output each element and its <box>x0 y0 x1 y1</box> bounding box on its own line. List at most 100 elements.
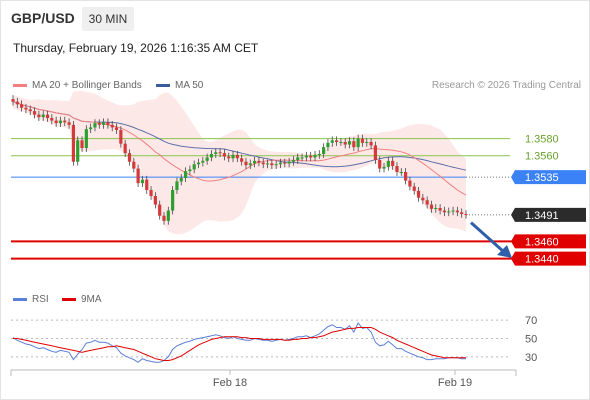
candle <box>265 163 270 165</box>
level-tag-1.3460 <box>511 234 586 249</box>
candle <box>304 155 308 158</box>
candle <box>347 141 352 145</box>
candle <box>162 215 166 221</box>
candle <box>369 142 373 146</box>
candle <box>192 164 196 170</box>
candle <box>67 122 71 125</box>
timeframe-badge[interactable]: 30 MIN <box>82 7 134 31</box>
candle <box>434 208 438 209</box>
candle <box>274 164 278 166</box>
candle <box>360 138 365 143</box>
candle <box>317 154 321 155</box>
rsi-swatch <box>13 297 27 301</box>
candle <box>214 152 218 154</box>
candle <box>171 190 175 211</box>
candle <box>218 152 222 154</box>
rsi-line <box>12 321 466 363</box>
candle <box>235 154 239 159</box>
candle <box>270 163 274 166</box>
candle <box>343 142 347 145</box>
candle <box>114 127 119 130</box>
rsi-tick-50: 50 <box>525 334 537 346</box>
candle <box>412 186 416 191</box>
legend-label-9ma: 9MA <box>81 294 102 305</box>
legend-label-ma20: MA 20 + Bollinger Bands <box>32 80 142 91</box>
candle <box>11 99 15 102</box>
candle <box>93 123 97 128</box>
candle <box>97 123 101 125</box>
candle <box>58 120 63 124</box>
candle <box>20 104 24 108</box>
candle <box>460 212 464 214</box>
candle <box>309 155 313 158</box>
candle <box>421 197 425 201</box>
rsi-9ma-line <box>13 327 466 361</box>
candle <box>240 158 244 162</box>
candle <box>451 210 455 212</box>
candle <box>106 122 110 125</box>
candle <box>205 157 209 161</box>
candle <box>32 111 37 115</box>
legend-rsi: RSI <box>13 294 49 305</box>
candle <box>442 210 447 213</box>
ma20-swatch <box>13 83 27 87</box>
candle <box>278 162 283 165</box>
candle <box>438 208 442 211</box>
candle <box>127 153 132 162</box>
candle <box>429 204 434 209</box>
candle <box>37 114 41 118</box>
candle <box>153 196 157 205</box>
level-label-1.3535: 1.3535 <box>525 172 559 184</box>
candle <box>145 179 149 190</box>
candle <box>54 120 58 124</box>
forecast-arrow-head <box>497 245 512 258</box>
candle <box>222 153 226 157</box>
forecast-arrow-shaft <box>470 221 505 254</box>
legend-label-rsi: RSI <box>32 294 49 305</box>
level-label-1.3440: 1.3440 <box>525 254 559 266</box>
candle <box>63 120 67 123</box>
candle <box>132 161 136 169</box>
candle <box>416 190 421 198</box>
level-tag-1.3440 <box>511 251 586 266</box>
copyright-note: Research © 2026 Trading Central <box>431 80 581 91</box>
level-tag-1.3535 <box>511 170 586 185</box>
candle <box>404 172 408 181</box>
candle <box>447 211 451 213</box>
candle <box>231 154 235 159</box>
candle <box>253 160 257 164</box>
candle <box>330 140 334 143</box>
candle <box>183 171 188 178</box>
candle <box>41 114 45 118</box>
candle <box>283 162 287 164</box>
candle <box>408 180 412 187</box>
candle <box>140 179 145 184</box>
candle <box>227 156 231 159</box>
current-price-label: 1.3491 <box>525 210 559 222</box>
candle <box>102 122 106 125</box>
candle <box>24 107 28 110</box>
legend-ma50: MA 50 <box>156 80 203 91</box>
legend-label-ma50: MA 50 <box>175 80 204 91</box>
candle <box>71 124 75 162</box>
candle <box>395 166 399 172</box>
candle <box>356 138 360 148</box>
x-tick-label-feb-18: Feb 18 <box>213 377 247 389</box>
candle <box>399 172 403 173</box>
candle <box>261 162 265 165</box>
candle <box>244 161 248 166</box>
candle <box>334 140 339 142</box>
candle <box>196 162 201 165</box>
candle <box>166 210 170 221</box>
symbol-title: GBP/USD <box>11 10 75 26</box>
candle <box>175 181 179 190</box>
level-label-1.3560: 1.3560 <box>525 151 559 163</box>
x-tick-label-feb-19: Feb 19 <box>438 377 472 389</box>
candle <box>123 143 127 154</box>
rsi-tick-30: 30 <box>525 352 537 364</box>
candle <box>296 157 300 160</box>
candle <box>84 129 88 148</box>
ma50-swatch <box>156 83 170 87</box>
candle <box>425 200 429 205</box>
